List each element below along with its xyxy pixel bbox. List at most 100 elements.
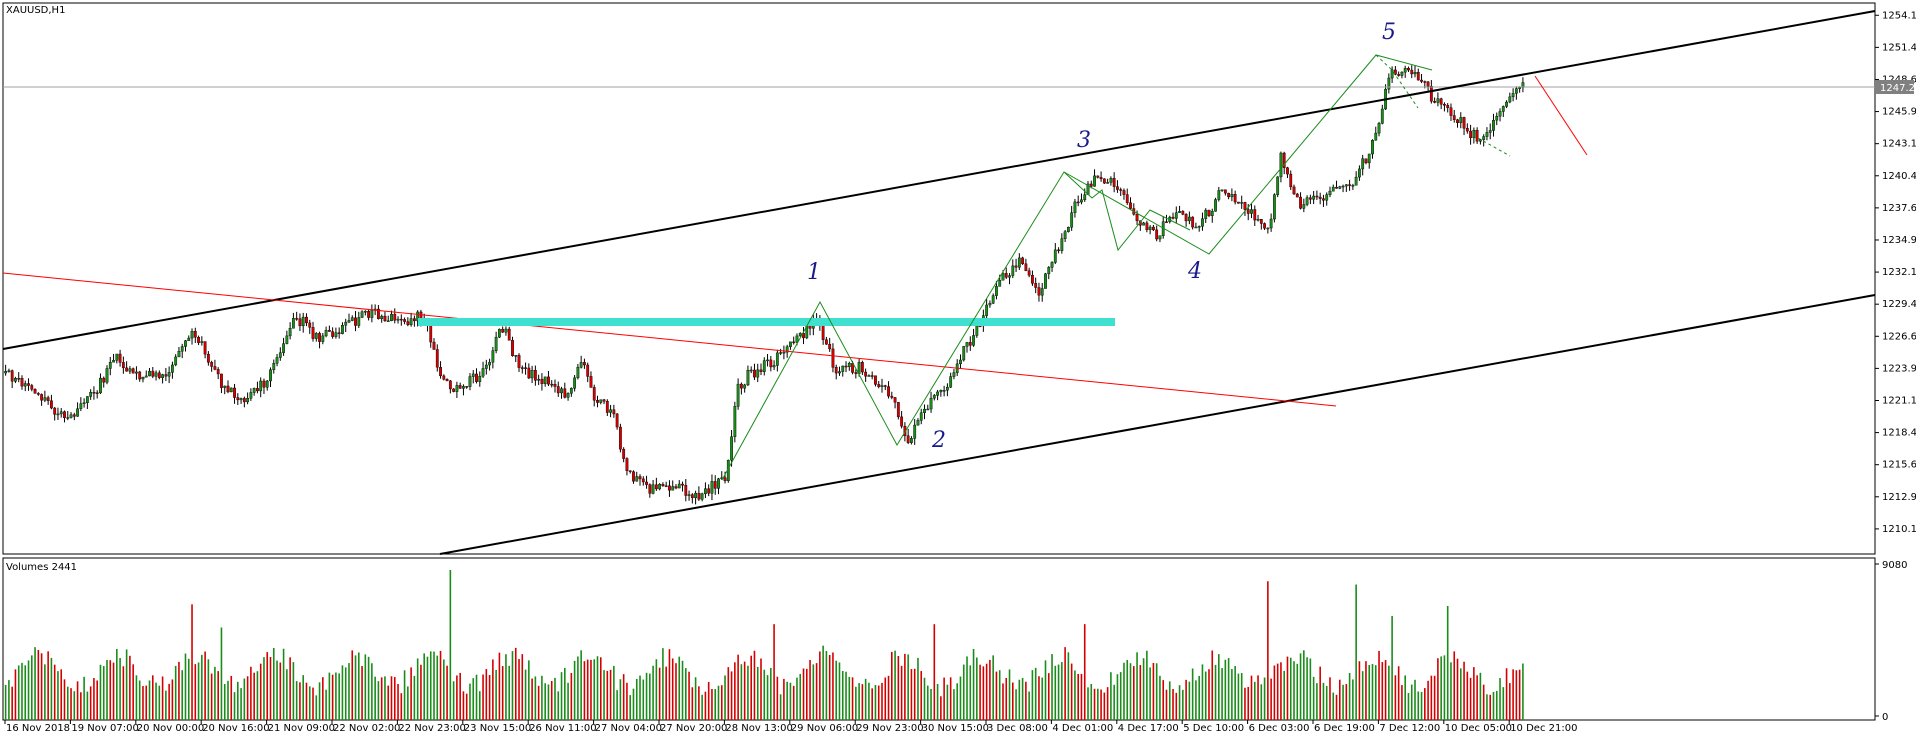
- candle: [530, 365, 534, 384]
- time-tick-label: 27 Nov 04:00: [595, 723, 662, 734]
- candle: [1318, 192, 1322, 205]
- candle: [870, 371, 874, 380]
- resistance-zone: [418, 318, 1115, 326]
- candle: [1462, 116, 1466, 136]
- candle: [344, 318, 348, 333]
- candle: [1276, 176, 1280, 198]
- candle: [406, 317, 410, 327]
- candle: [1390, 66, 1394, 83]
- candle: [161, 373, 164, 384]
- candle: [30, 383, 34, 392]
- time-tick-label: 29 Nov 23:00: [856, 723, 923, 734]
- candle: [1008, 273, 1011, 285]
- candle: [435, 344, 439, 372]
- candle: [1060, 233, 1064, 254]
- wave-label-2: 2: [931, 428, 946, 453]
- candle: [141, 376, 145, 383]
- price-pane: [2, 2, 1876, 555]
- candle: [596, 395, 599, 408]
- time-tick-label: 23 Nov 15:00: [464, 723, 531, 734]
- candle: [1469, 124, 1472, 145]
- candle: [1400, 71, 1404, 79]
- candle: [1420, 74, 1423, 84]
- candle: [527, 363, 531, 380]
- candle: [89, 389, 93, 400]
- candle: [547, 370, 550, 387]
- candle: [144, 370, 148, 378]
- time-tick-label: 6 Dec 19:00: [1314, 723, 1375, 734]
- candle: [945, 383, 949, 397]
- candle: [115, 353, 119, 364]
- candle: [216, 367, 220, 380]
- candle: [259, 377, 263, 398]
- candle: [138, 370, 142, 382]
- candle: [569, 387, 573, 397]
- candle: [1269, 213, 1273, 232]
- candle: [318, 331, 321, 349]
- candle: [1393, 66, 1397, 76]
- candle: [190, 328, 194, 345]
- candle: [465, 386, 469, 389]
- wave-subpath-b: [1375, 54, 1419, 109]
- candle: [514, 355, 518, 363]
- price-tick-label: 1218.40: [1882, 428, 1916, 439]
- candle: [573, 375, 577, 392]
- candle: [1174, 206, 1178, 224]
- price-tick-label: 1232.15: [1882, 267, 1916, 278]
- candle: [148, 367, 151, 377]
- candle: [311, 321, 315, 342]
- candle: [246, 392, 250, 405]
- candle: [439, 361, 442, 379]
- candle: [475, 368, 478, 384]
- candle: [635, 471, 639, 482]
- candle: [762, 357, 766, 376]
- candle: [416, 310, 420, 327]
- candle: [278, 347, 282, 361]
- candles: [4, 65, 1525, 505]
- candle: [968, 336, 972, 351]
- candle: [890, 391, 894, 400]
- candle: [1351, 183, 1355, 190]
- time-tick-label: 10 Dec 05:00: [1445, 723, 1512, 734]
- wave-label-5: 5: [1382, 20, 1396, 45]
- candle: [893, 396, 897, 409]
- candle: [1426, 81, 1430, 91]
- candle: [488, 358, 491, 371]
- candle: [1243, 201, 1247, 216]
- candle: [357, 311, 361, 329]
- candle: [85, 396, 89, 409]
- candle: [1322, 194, 1325, 207]
- candle: [533, 365, 537, 386]
- candle: [1452, 109, 1456, 123]
- candle: [1201, 212, 1204, 231]
- candle: [1220, 189, 1224, 192]
- candle: [586, 362, 590, 383]
- candle: [1446, 103, 1450, 113]
- candle: [1475, 127, 1479, 144]
- candle: [1371, 139, 1374, 159]
- candle: [769, 356, 773, 372]
- time-tick-label: 21 Nov 09:00: [268, 723, 335, 734]
- time-tick-label: 22 Nov 23:00: [398, 723, 465, 734]
- candle: [1344, 184, 1348, 192]
- candle: [1076, 195, 1080, 207]
- candle: [687, 490, 691, 501]
- candle: [298, 313, 302, 332]
- candle: [174, 354, 178, 367]
- time-tick-label: 20 Nov 16:00: [202, 723, 269, 734]
- candle: [1282, 151, 1286, 175]
- candle: [1380, 104, 1384, 125]
- candle: [363, 310, 367, 316]
- candle: [282, 337, 285, 356]
- candle: [1492, 113, 1495, 137]
- candle: [717, 477, 720, 495]
- candle: [1204, 208, 1208, 223]
- candle: [988, 300, 992, 308]
- candle: [40, 393, 44, 406]
- candle: [1289, 170, 1293, 190]
- chart-title: XAUUSD,H1: [6, 5, 65, 16]
- candle: [50, 394, 53, 410]
- candle: [923, 404, 926, 420]
